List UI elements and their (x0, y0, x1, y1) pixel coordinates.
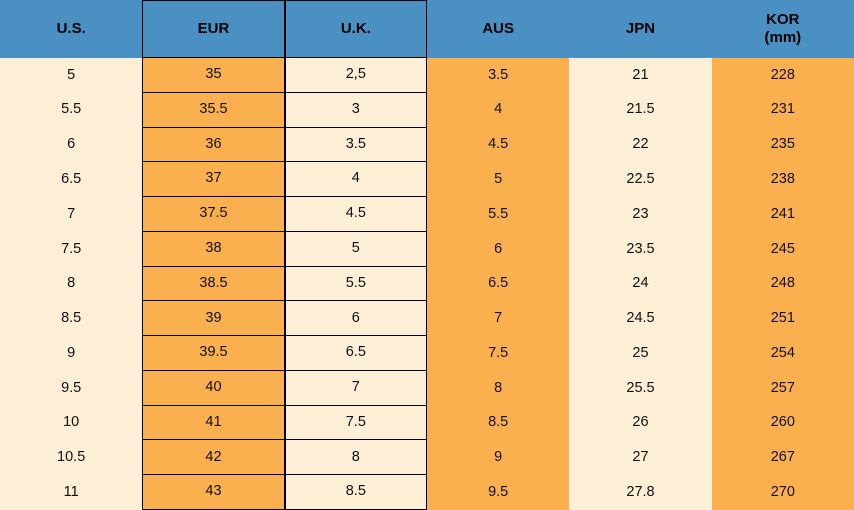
cell-us: 11 (0, 475, 143, 510)
cell-jpn: 25 (569, 336, 712, 371)
cell-us: 7.5 (0, 231, 143, 267)
cell-eur: 40 (142, 370, 285, 406)
cell-aus: 5.5 (426, 197, 570, 232)
cell-uk: 4.5 (284, 197, 427, 232)
cell-us: 9.5 (0, 370, 143, 406)
cell-uk: 5.5 (284, 266, 427, 302)
cell-eur: 38.5 (142, 266, 285, 302)
cell-aus: 9 (426, 440, 570, 476)
cell-jpn: 23.5 (569, 231, 712, 267)
cell-eur: 39 (142, 301, 285, 337)
cell-uk: 3.5 (284, 127, 427, 163)
cell-kor: 245 (711, 231, 854, 267)
cell-aus: 7.5 (426, 336, 570, 371)
cell-us: 8 (0, 266, 143, 302)
header-us: U.S. (0, 0, 143, 58)
cell-uk: 6.5 (284, 336, 427, 371)
cell-jpn: 22.5 (569, 162, 712, 198)
cell-jpn: 25.5 (569, 370, 712, 406)
cell-aus: 8.5 (426, 405, 570, 441)
cell-uk: 3 (284, 92, 427, 128)
header-label: U.K. (340, 20, 371, 37)
cell-aus: 8 (426, 370, 570, 406)
cell-us: 5 (0, 58, 143, 93)
cell-kor: 228 (711, 58, 854, 93)
header-aus: AUS (426, 0, 570, 58)
header-label: KOR (766, 11, 800, 28)
cell-kor: 267 (711, 440, 854, 476)
cell-eur: 43 (142, 475, 285, 510)
cell-aus: 4.5 (426, 127, 570, 163)
cell-eur: 37.5 (142, 197, 285, 232)
header-uk: U.K. (284, 0, 427, 58)
cell-aus: 3.5 (426, 58, 570, 93)
cell-eur: 36 (142, 127, 285, 163)
cell-kor: 260 (711, 405, 854, 441)
cell-us: 6 (0, 127, 143, 163)
cell-uk: 8.5 (284, 475, 427, 510)
cell-kor: 238 (711, 162, 854, 198)
cell-aus: 6.5 (426, 266, 570, 302)
cell-eur: 38 (142, 231, 285, 267)
cell-jpn: 22 (569, 127, 712, 163)
cell-eur: 35 (142, 58, 285, 93)
cell-jpn: 26 (569, 405, 712, 441)
cell-kor: 257 (711, 370, 854, 406)
cell-aus: 5 (426, 162, 570, 198)
cell-uk: 8 (284, 440, 427, 476)
cell-eur: 39.5 (142, 336, 285, 371)
cell-us: 9 (0, 336, 143, 371)
header-sublabel: (mm) (764, 29, 802, 46)
header-jpn: JPN (569, 0, 712, 58)
cell-kor: 254 (711, 336, 854, 371)
cell-kor: 231 (711, 92, 854, 128)
header-eur: EUR (142, 0, 285, 58)
cell-kor: 241 (711, 197, 854, 232)
header-label: U.S. (56, 20, 86, 37)
cell-eur: 37 (142, 162, 285, 198)
cell-uk: 7.5 (284, 405, 427, 441)
cell-uk: 4 (284, 162, 427, 198)
cell-eur: 35.5 (142, 92, 285, 128)
header-label: EUR (197, 20, 230, 37)
cell-uk: 2,5 (284, 58, 427, 93)
header-label: AUS (482, 20, 514, 37)
cell-uk: 5 (284, 231, 427, 267)
cell-kor: 270 (711, 475, 854, 510)
cell-jpn: 27.8 (569, 475, 712, 510)
cell-jpn: 24 (569, 266, 712, 302)
cell-us: 5.5 (0, 92, 143, 128)
cell-uk: 6 (284, 301, 427, 337)
cell-kor: 235 (711, 127, 854, 163)
cell-aus: 7 (426, 301, 570, 337)
cell-us: 10 (0, 405, 143, 441)
cell-uk: 7 (284, 370, 427, 406)
cell-jpn: 21 (569, 58, 712, 93)
cell-us: 10.5 (0, 440, 143, 476)
cell-jpn: 27 (569, 440, 712, 476)
cell-aus: 4 (426, 92, 570, 128)
cell-jpn: 24.5 (569, 301, 712, 337)
cell-us: 8.5 (0, 301, 143, 337)
cell-eur: 42 (142, 440, 285, 476)
cell-eur: 41 (142, 405, 285, 441)
cell-jpn: 23 (569, 197, 712, 232)
cell-us: 6.5 (0, 162, 143, 198)
header-kor: KOR (mm) (711, 0, 854, 58)
cell-us: 7 (0, 197, 143, 232)
cell-aus: 9.5 (426, 475, 570, 510)
cell-kor: 248 (711, 266, 854, 302)
cell-kor: 251 (711, 301, 854, 337)
cell-jpn: 21.5 (569, 92, 712, 128)
header-label: JPN (625, 20, 656, 37)
cell-aus: 6 (426, 231, 570, 267)
